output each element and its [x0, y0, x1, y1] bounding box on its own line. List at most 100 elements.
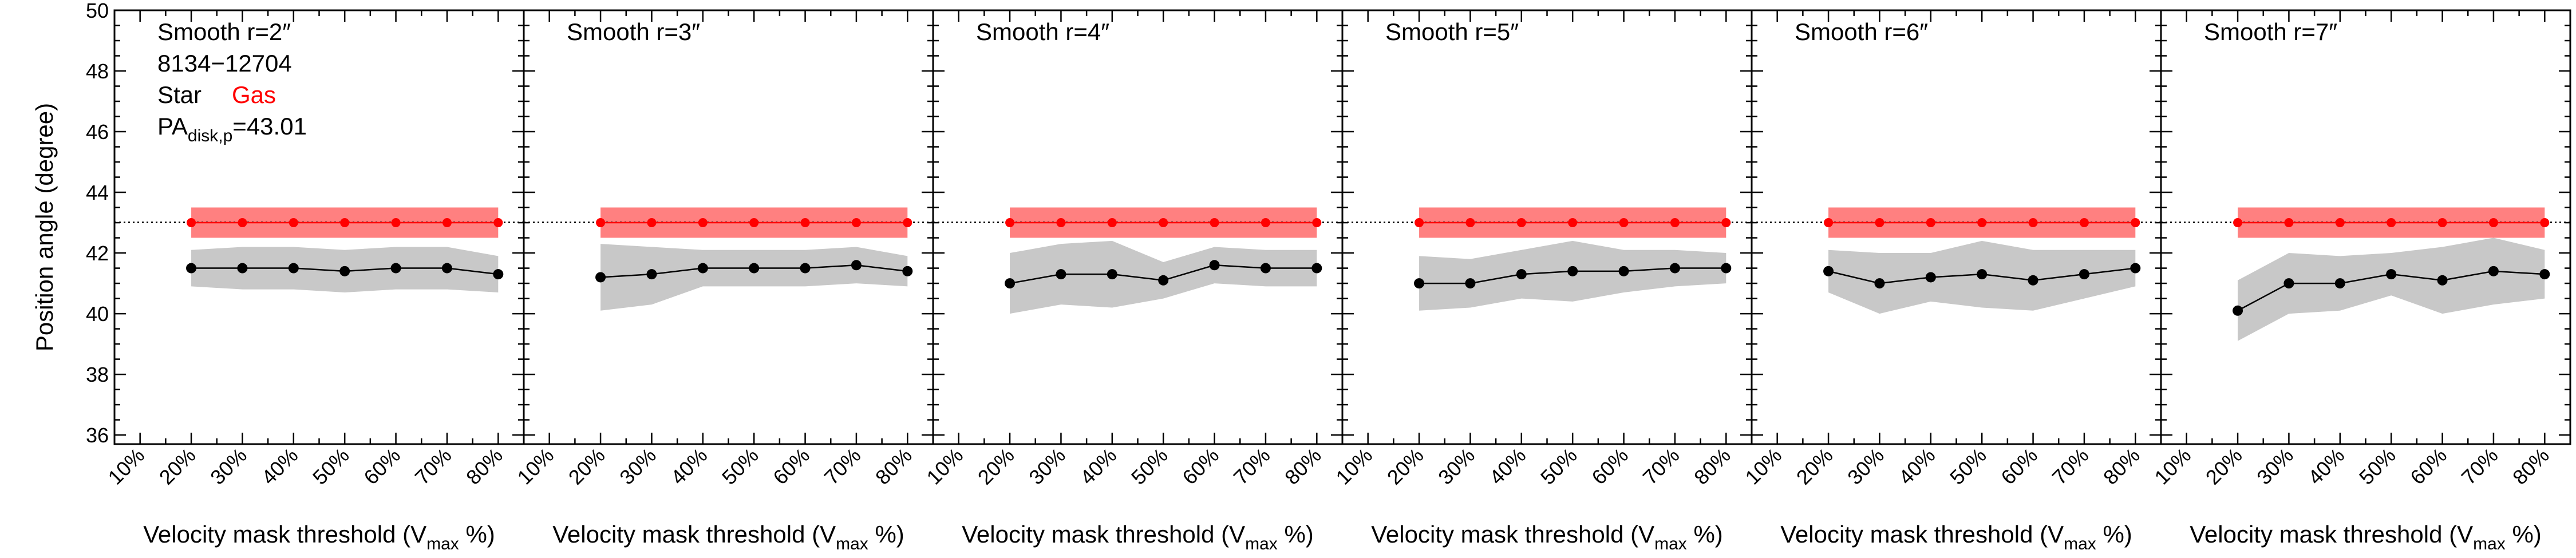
x-tick-label: 70%	[1229, 444, 1275, 489]
x-axis-label-sub: max	[1245, 535, 1278, 553]
panel-5: 10% 20% 30% 40% 50% 60% 70% 80% Velocity mask th…	[1740, 9, 2162, 553]
gas-point	[1312, 218, 1322, 228]
gas-point	[2540, 218, 2550, 228]
gas-point	[2028, 218, 2038, 228]
x-tick-label: 70%	[2457, 444, 2503, 489]
gas-point	[2437, 218, 2447, 228]
gas-point	[2387, 218, 2396, 228]
star-point	[237, 263, 248, 274]
legend-star-label: Star	[157, 81, 202, 108]
x-tick-label: 20%	[973, 444, 1019, 489]
star-point	[1260, 263, 1271, 274]
gas-point	[1415, 218, 1424, 228]
gas-point	[2079, 218, 2089, 228]
x-tick-label: 50%	[1536, 444, 1582, 489]
x-tick-label: 80%	[2508, 444, 2554, 489]
gas-point	[698, 218, 708, 228]
x-axis-label-prefix: Velocity mask threshold (V	[1371, 521, 1654, 548]
x-tick-label: 20%	[2201, 444, 2247, 489]
x-tick-label: 30%	[1433, 444, 1479, 489]
panel-3: 10% 20% 30% 40% 50% 60% 70% 80% Velocity mask th…	[922, 9, 1344, 553]
x-tick-label: 10%	[922, 444, 967, 489]
gas-point	[2335, 218, 2345, 228]
x-tick-label: 20%	[1792, 444, 1838, 489]
x-tick-label: 60%	[1587, 444, 1633, 489]
star-point	[1618, 266, 1629, 276]
x-axis-label-prefix: Velocity mask threshold (V	[962, 521, 1245, 548]
gas-point	[1721, 218, 1731, 228]
x-tick-label: 80%	[2099, 444, 2144, 489]
star-point	[1977, 269, 1988, 280]
star-point	[1209, 260, 1220, 271]
x-tick-label: 30%	[615, 444, 661, 489]
x-axis-label-prefix: Velocity mask threshold (V	[143, 521, 426, 548]
star-point	[646, 269, 657, 280]
x-tick-label: 30%	[1024, 444, 1070, 489]
x-tick-label: 20%	[564, 444, 610, 489]
gas-point	[1670, 218, 1680, 228]
gas-point	[2131, 218, 2140, 228]
panel-title: Smooth r=7″	[2204, 18, 2337, 45]
star-point	[2079, 269, 2089, 280]
gas-point	[800, 218, 810, 228]
star-point	[493, 269, 504, 280]
star-point	[1107, 269, 1117, 280]
x-tick-label: 40%	[2304, 444, 2349, 489]
x-axis-label-suffix: %)	[868, 521, 904, 548]
x-tick-label: 80%	[871, 444, 916, 489]
star-point	[800, 263, 811, 274]
x-tick-label: 30%	[206, 444, 251, 489]
x-axis-label-prefix: Velocity mask threshold (V	[2190, 521, 2473, 548]
star-point	[339, 266, 350, 276]
star-point	[2283, 278, 2294, 289]
x-tick-label: 50%	[2354, 444, 2400, 489]
x-tick-label: 10%	[1740, 444, 1786, 489]
y-tick-label: 46	[86, 120, 109, 144]
gas-point	[2284, 218, 2294, 228]
star-point	[390, 263, 401, 274]
x-axis-label-suffix: %)	[2096, 521, 2132, 548]
star-point	[1669, 263, 1680, 274]
star-point	[595, 272, 606, 283]
y-tick-label: 50	[86, 0, 109, 22]
star-point	[2334, 278, 2345, 289]
x-tick-label: 20%	[155, 444, 200, 489]
x-tick-label: 50%	[1127, 444, 1172, 489]
y-tick-label: 44	[86, 181, 109, 204]
star-point	[1056, 269, 1066, 280]
star-point	[1874, 278, 1885, 289]
panel-title: Smooth r=3″	[567, 18, 700, 45]
x-tick-label: 60%	[1178, 444, 1223, 489]
star-point	[1414, 278, 1425, 289]
panel-title: Smooth r=2″	[157, 18, 291, 45]
gas-point	[647, 218, 657, 228]
x-axis-label-prefix: Velocity mask threshold (V	[552, 521, 836, 548]
star-point	[1005, 278, 1016, 289]
x-axis-label: Velocity mask threshold (Vmax %)	[2190, 521, 2542, 553]
star-point	[1925, 272, 1936, 283]
galaxy-id-label: 8134−12704	[157, 50, 292, 77]
x-axis-label-sub: max	[836, 535, 868, 553]
gas-point	[903, 218, 912, 228]
x-tick-label: 80%	[1689, 444, 1735, 489]
gas-point	[1926, 218, 1935, 228]
x-axis-label: Velocity mask threshold (Vmax %)	[1371, 521, 1723, 553]
x-tick-label: 50%	[308, 444, 354, 489]
x-tick-label: 60%	[2405, 444, 2451, 489]
x-axis-label-suffix: %)	[2506, 521, 2542, 548]
gas-point	[1875, 218, 1884, 228]
x-tick-label: 30%	[1843, 444, 1888, 489]
gas-point	[391, 218, 401, 228]
panel-1: 10% 20% 30% 40% 50% 60% 70% 80% Velocity mask th…	[103, 9, 525, 553]
x-tick-label: 70%	[410, 444, 456, 489]
x-tick-label: 10%	[103, 444, 149, 489]
x-tick-label: 80%	[461, 444, 507, 489]
panel-title: Smooth r=6″	[1795, 18, 1928, 45]
x-axis-label: Velocity mask threshold (Vmax %)	[143, 521, 495, 553]
gas-point	[1465, 218, 1475, 228]
x-tick-label: 20%	[1382, 444, 1428, 489]
x-tick-label: 60%	[359, 444, 405, 489]
star-point	[288, 263, 299, 274]
x-tick-label: 10%	[512, 444, 558, 489]
gas-point	[2488, 218, 2498, 228]
